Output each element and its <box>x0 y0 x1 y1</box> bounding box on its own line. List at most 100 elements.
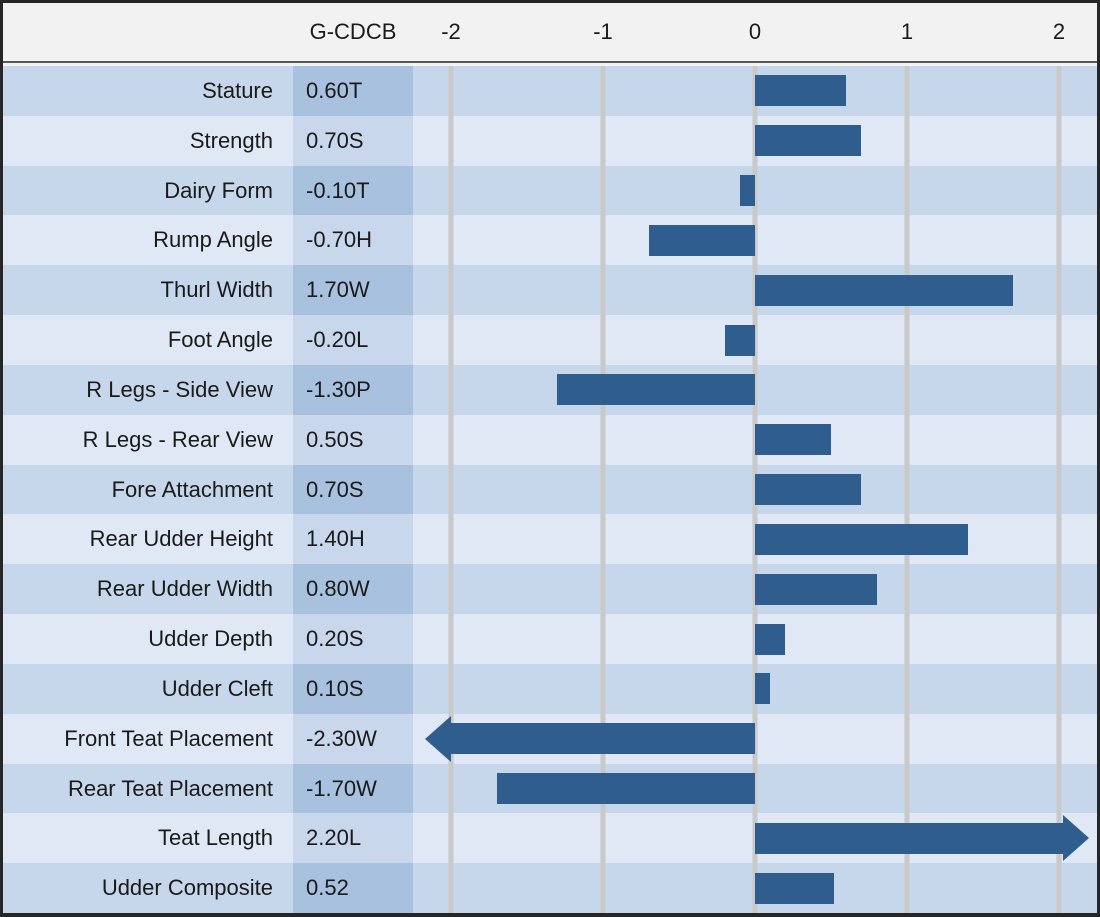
chart-header: G-CDCB -2 -1 0 1 2 <box>3 3 1097 61</box>
sta-bar <box>648 215 755 265</box>
trait-row: Teat Length 2.20L <box>3 813 1097 864</box>
trait-label: Udder Depth <box>3 614 293 664</box>
sta-bar-body <box>755 274 1014 306</box>
sta-bar-body <box>557 374 755 406</box>
row-plot <box>413 813 1097 864</box>
sta-bar-body <box>755 872 835 904</box>
trait-label: Strength <box>3 115 293 166</box>
gridline <box>448 66 454 913</box>
axis-tick-label: 2 <box>1052 19 1066 44</box>
arrow-right-icon <box>1063 815 1090 862</box>
x-axis: -2 -1 0 1 2 <box>413 3 1097 61</box>
trait-label: Rear Udder Width <box>3 564 293 615</box>
trait-label: Udder Cleft <box>3 663 293 714</box>
sta-bar <box>755 664 771 714</box>
sta-bar-body <box>755 474 862 506</box>
axis-tick-label: 0 <box>748 19 762 44</box>
sta-bar-body <box>496 773 755 804</box>
sta-bar <box>755 863 835 913</box>
sta-value: 1.40H <box>293 514 413 565</box>
trait-label: Udder Composite <box>3 863 293 913</box>
row-plot <box>413 66 1097 116</box>
trait-row: Strength 0.70S <box>3 115 1097 166</box>
sta-bar-body <box>755 125 862 157</box>
trait-row: Rear Udder Height 1.40H <box>3 514 1097 565</box>
value-column-header: G-CDCB <box>293 19 413 45</box>
trait-row: Rear Udder Width 0.80W <box>3 564 1097 615</box>
trait-label: Rear Teat Placement <box>3 763 293 814</box>
header-separator <box>3 61 1097 63</box>
trait-row: Thurl Width 1.70W <box>3 265 1097 316</box>
trait-row: Udder Cleft 0.10S <box>3 663 1097 714</box>
trait-row: Stature 0.60T <box>3 66 1097 116</box>
sta-bar <box>755 265 1014 315</box>
trait-label: Dairy Form <box>3 165 293 216</box>
row-plot <box>413 414 1097 465</box>
row-plot <box>413 663 1097 714</box>
row-plot <box>413 464 1097 515</box>
axis-tick-label: -2 <box>441 19 461 44</box>
row-plot <box>413 265 1097 316</box>
gridline <box>600 66 606 913</box>
row-plot <box>413 514 1097 565</box>
sta-value: -1.70W <box>293 763 413 814</box>
sta-value: 0.50S <box>293 414 413 465</box>
sta-bar <box>739 166 755 216</box>
trait-label: Thurl Width <box>3 265 293 316</box>
header-spacer <box>3 63 1097 66</box>
trait-label: Fore Attachment <box>3 464 293 515</box>
sta-bar-body <box>648 224 755 256</box>
sta-value: -0.70H <box>293 215 413 266</box>
trait-label: Rear Udder Height <box>3 514 293 565</box>
sta-bar-body <box>755 573 877 605</box>
row-plot <box>413 614 1097 664</box>
sta-value: 0.10S <box>293 663 413 714</box>
sta-bar-body <box>755 822 1064 854</box>
sta-value: 2.20L <box>293 813 413 864</box>
sta-value: 0.52 <box>293 863 413 913</box>
sta-bar <box>755 465 862 515</box>
sta-value: -0.20L <box>293 315 413 365</box>
axis-tick-label: 1 <box>900 19 914 44</box>
trait-label: Front Teat Placement <box>3 713 293 764</box>
trait-label: Rump Angle <box>3 215 293 266</box>
trait-row: R Legs - Rear View 0.50S <box>3 414 1097 465</box>
sta-bar <box>755 564 877 614</box>
trait-row: Fore Attachment 0.70S <box>3 464 1097 515</box>
value-column-header-text: G-CDCB <box>309 19 397 44</box>
sta-bar <box>755 614 786 664</box>
sta-bar <box>755 813 1090 863</box>
gridline <box>1056 66 1062 913</box>
gridline <box>904 66 910 913</box>
sta-value: 0.80W <box>293 564 413 615</box>
row-plot <box>413 564 1097 615</box>
sta-bar-body <box>739 175 755 207</box>
sta-value: -1.30P <box>293 364 413 415</box>
arrow-left-icon <box>425 715 451 762</box>
sta-value: 1.70W <box>293 265 413 316</box>
sta-bar <box>755 415 831 465</box>
trait-row: Udder Composite 0.52 <box>3 863 1097 913</box>
row-plot <box>413 115 1097 166</box>
sta-bar-body <box>755 623 786 655</box>
sta-value: 0.70S <box>293 115 413 166</box>
trait-label: Stature <box>3 66 293 116</box>
chart-rows: Stature 0.60T Strength 0.70S Dairy Form … <box>3 66 1097 913</box>
sta-value: -0.10T <box>293 165 413 216</box>
sta-value: 0.70S <box>293 464 413 515</box>
sta-bar-body <box>755 523 968 555</box>
sta-bar <box>496 764 755 814</box>
sta-bar-body <box>724 324 755 356</box>
sta-bar-body <box>755 673 771 705</box>
row-plot <box>413 863 1097 913</box>
sta-bar <box>425 714 755 764</box>
sta-bar <box>755 514 968 564</box>
trait-label: Teat Length <box>3 813 293 864</box>
sta-value: 0.60T <box>293 66 413 116</box>
trait-label: R Legs - Side View <box>3 364 293 415</box>
sta-bar-body <box>451 723 755 755</box>
trait-label: R Legs - Rear View <box>3 414 293 465</box>
sta-bar <box>755 116 862 166</box>
sta-bar <box>557 365 755 415</box>
